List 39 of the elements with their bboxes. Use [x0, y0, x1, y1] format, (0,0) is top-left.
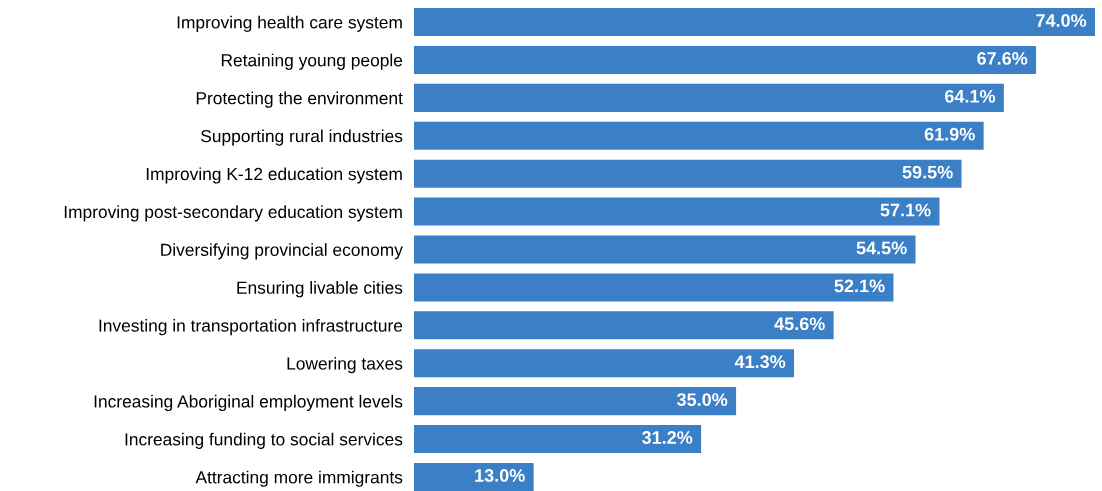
data-label: 64.1%: [945, 89, 996, 103]
data-label: 61.9%: [924, 127, 975, 141]
data-label: 13.0%: [475, 469, 525, 482]
y-tick-label: Lowering taxes: [287, 356, 403, 374]
bar: [414, 387, 737, 416]
y-tick-label: Attracting more immigrants: [195, 470, 403, 487]
bar: [414, 159, 962, 188]
y-tick-label: Supporting rural industries: [201, 129, 403, 146]
data-label: 41.3%: [734, 355, 786, 369]
data-label: 67.6%: [977, 52, 1028, 65]
bar: [414, 462, 534, 491]
bar: [414, 197, 940, 226]
bar: [414, 121, 984, 150]
bar: [414, 425, 702, 454]
data-label: 35.0%: [676, 393, 728, 407]
y-tick-label: Diversifying provincial economy: [161, 243, 403, 260]
bar: [414, 45, 1037, 74]
y-tick-label: Increasing funding to social services: [125, 432, 403, 449]
y-tick-label: Improving K-12 education system: [146, 167, 402, 184]
data-label: 45.6%: [774, 317, 825, 331]
y-tick-label: Investing in transportation infrastructure: [99, 319, 403, 336]
data-label: 59.5%: [902, 165, 953, 179]
data-label: 74.0%: [1036, 14, 1087, 27]
bar: [414, 273, 894, 302]
bar: [414, 8, 1095, 37]
bar: [414, 83, 1004, 112]
y-tick-label: Ensuring livable cities: [237, 281, 403, 298]
y-tick-label: Retaining young people: [221, 53, 403, 70]
data-label: 54.5%: [856, 241, 907, 255]
y-tick-label: Improving post-secondary education system: [64, 205, 402, 222]
bar: [414, 235, 916, 264]
data-label: 31.2%: [642, 431, 693, 444]
y-tick-label: Protecting the environment: [196, 91, 403, 108]
bar: [414, 349, 795, 378]
y-tick-label: Improving health care system: [177, 15, 402, 32]
y-tick-label: Increasing Aboriginal employment levels: [94, 394, 403, 412]
bar: [414, 311, 834, 340]
data-label: 57.1%: [880, 203, 931, 217]
data-label: 52.1%: [834, 279, 885, 293]
